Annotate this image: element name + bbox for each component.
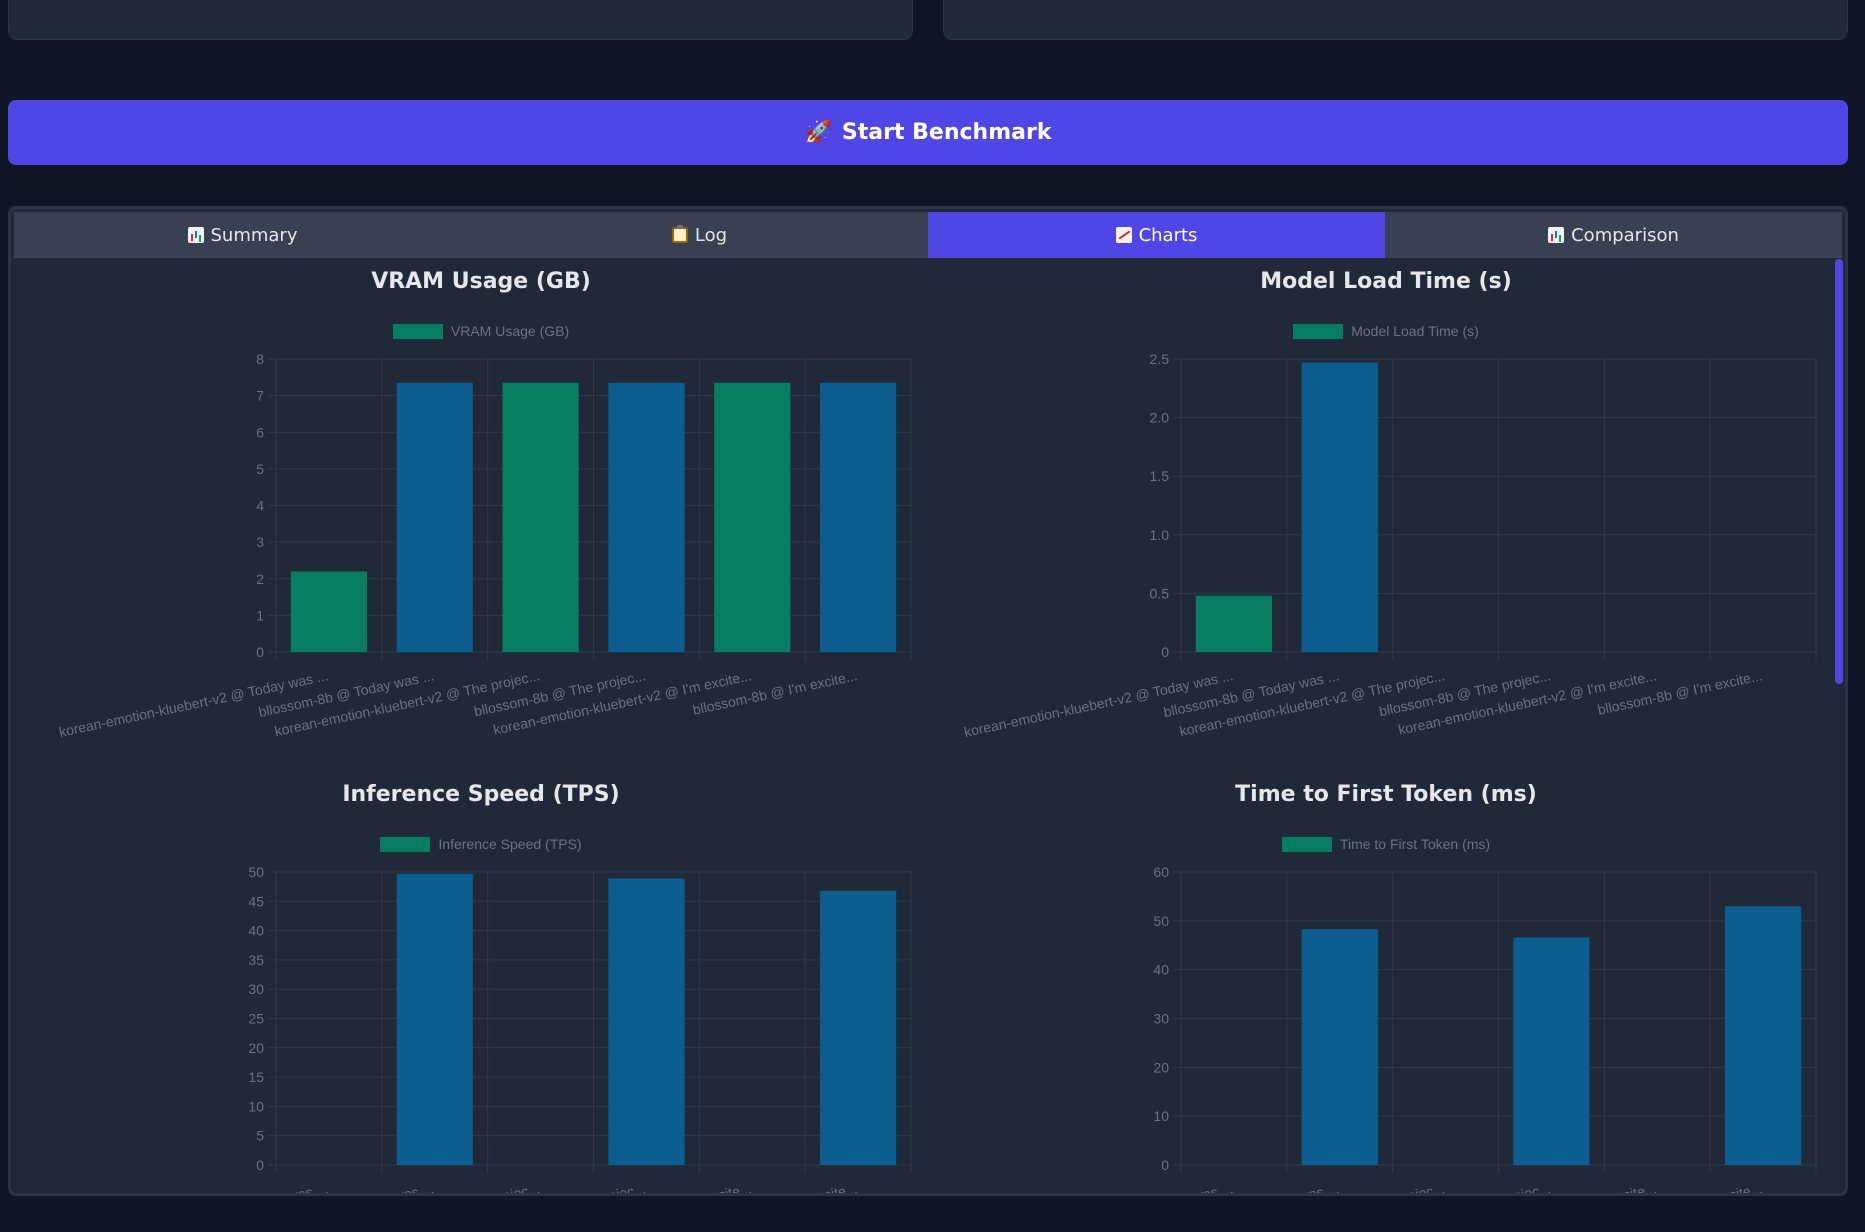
y-tick-label: 0.5 [1150,585,1170,601]
y-tick-label: 10 [248,1098,264,1114]
bar [1513,937,1590,1165]
y-tick-label: 20 [248,1040,264,1056]
tab-log[interactable]: Log [471,212,928,258]
tab-comparison-label: Comparison [1571,224,1679,246]
y-tick-label: 30 [248,981,264,997]
y-tick-label: 8 [256,351,264,367]
start-benchmark-label: Start Benchmark [841,120,1052,145]
bar [608,382,685,652]
chart-legend[interactable]: Model Load Time (s) [986,323,1786,339]
y-tick-label: 7 [256,388,264,404]
y-tick-label: 45 [248,893,264,909]
y-tick-label: 25 [248,1011,264,1027]
legend-label: Model Load Time (s) [1351,323,1479,339]
y-tick-label: 5 [256,1128,264,1144]
y-tick-label: 2 [256,571,264,587]
y-tick-label: 4 [256,498,264,514]
y-tick-label: 0 [1161,1157,1169,1173]
bar [1301,362,1378,652]
y-tick-label: 6 [256,424,264,440]
y-tick-label: 2.5 [1150,351,1170,367]
config-card-left [8,0,913,40]
y-tick-label: 1.0 [1150,527,1170,543]
legend-swatch [1281,836,1332,852]
bar [396,873,473,1165]
chart-legend[interactable]: Time to First Token (ms) [986,836,1786,852]
bar-chart-icon [1548,227,1565,243]
y-tick-label: 20 [1153,1059,1169,1075]
tab-summary[interactable]: Summary [14,212,471,258]
tab-charts-label: Charts [1138,224,1198,246]
bar [819,890,897,1165]
bar [396,382,473,652]
y-tick-label: 50 [248,864,264,880]
bar [290,571,368,652]
x-tick-label: korean-emotion-kluebert-v2 @ Today was .… [58,1180,330,1193]
y-tick-label: 15 [248,1069,264,1085]
bar-chart-icon [187,227,204,243]
bar [1195,595,1273,652]
rocket-icon: 🚀 [804,120,832,145]
x-tick-label: korean-emotion-kluebert-v2 @ Today was .… [963,1180,1235,1193]
chart-title: Time to First Token (ms) [1235,782,1537,807]
clipboard-icon [671,225,688,243]
chart-title: VRAM Usage (GB) [371,269,591,294]
y-tick-label: 1.5 [1150,468,1170,484]
legend-swatch [392,323,443,339]
legend-label: VRAM Usage (GB) [450,323,570,339]
chart-legend[interactable]: Inference Speed (TPS) [81,836,881,852]
y-tick-label: 50 [1153,913,1169,929]
bar [1301,929,1378,1165]
bar [819,382,897,652]
bar [502,382,579,652]
tab-summary-label: Summary [210,224,298,246]
legend-swatch [380,836,431,852]
trend-chart-icon [1115,227,1132,243]
y-tick-label: 0 [256,1157,264,1173]
bar [608,878,685,1165]
chart-title: Inference Speed (TPS) [342,782,620,807]
y-tick-label: 0 [256,644,264,660]
start-benchmark-button[interactable]: 🚀 Start Benchmark [8,100,1848,165]
chart-legend[interactable]: VRAM Usage (GB) [81,323,881,339]
tab-comparison[interactable]: Comparison [1385,212,1842,258]
legend-label: Time to First Token (ms) [1339,836,1491,852]
y-tick-label: 40 [248,923,264,939]
results-tabs: Summary Log Charts Comparison [14,212,1842,258]
bar [1724,906,1802,1165]
y-tick-label: 35 [248,952,264,968]
y-tick-label: 30 [1153,1011,1169,1027]
y-tick-label: 3 [256,534,264,550]
chart-title: Model Load Time (s) [1260,269,1512,294]
y-tick-label: 0 [1161,644,1169,660]
y-tick-label: 60 [1153,864,1169,880]
tab-log-label: Log [694,224,728,246]
bar [714,382,791,652]
y-tick-label: 2.0 [1150,410,1170,426]
legend-swatch [1293,323,1344,339]
config-card-right [943,0,1848,40]
y-tick-label: 5 [256,461,264,477]
y-tick-label: 1 [256,607,264,623]
panel-scrollbar[interactable] [1835,259,1843,684]
y-tick-label: 10 [1153,1108,1169,1124]
legend-label: Inference Speed (TPS) [438,836,582,852]
tab-charts[interactable]: Charts [928,212,1385,258]
y-tick-label: 40 [1153,962,1169,978]
